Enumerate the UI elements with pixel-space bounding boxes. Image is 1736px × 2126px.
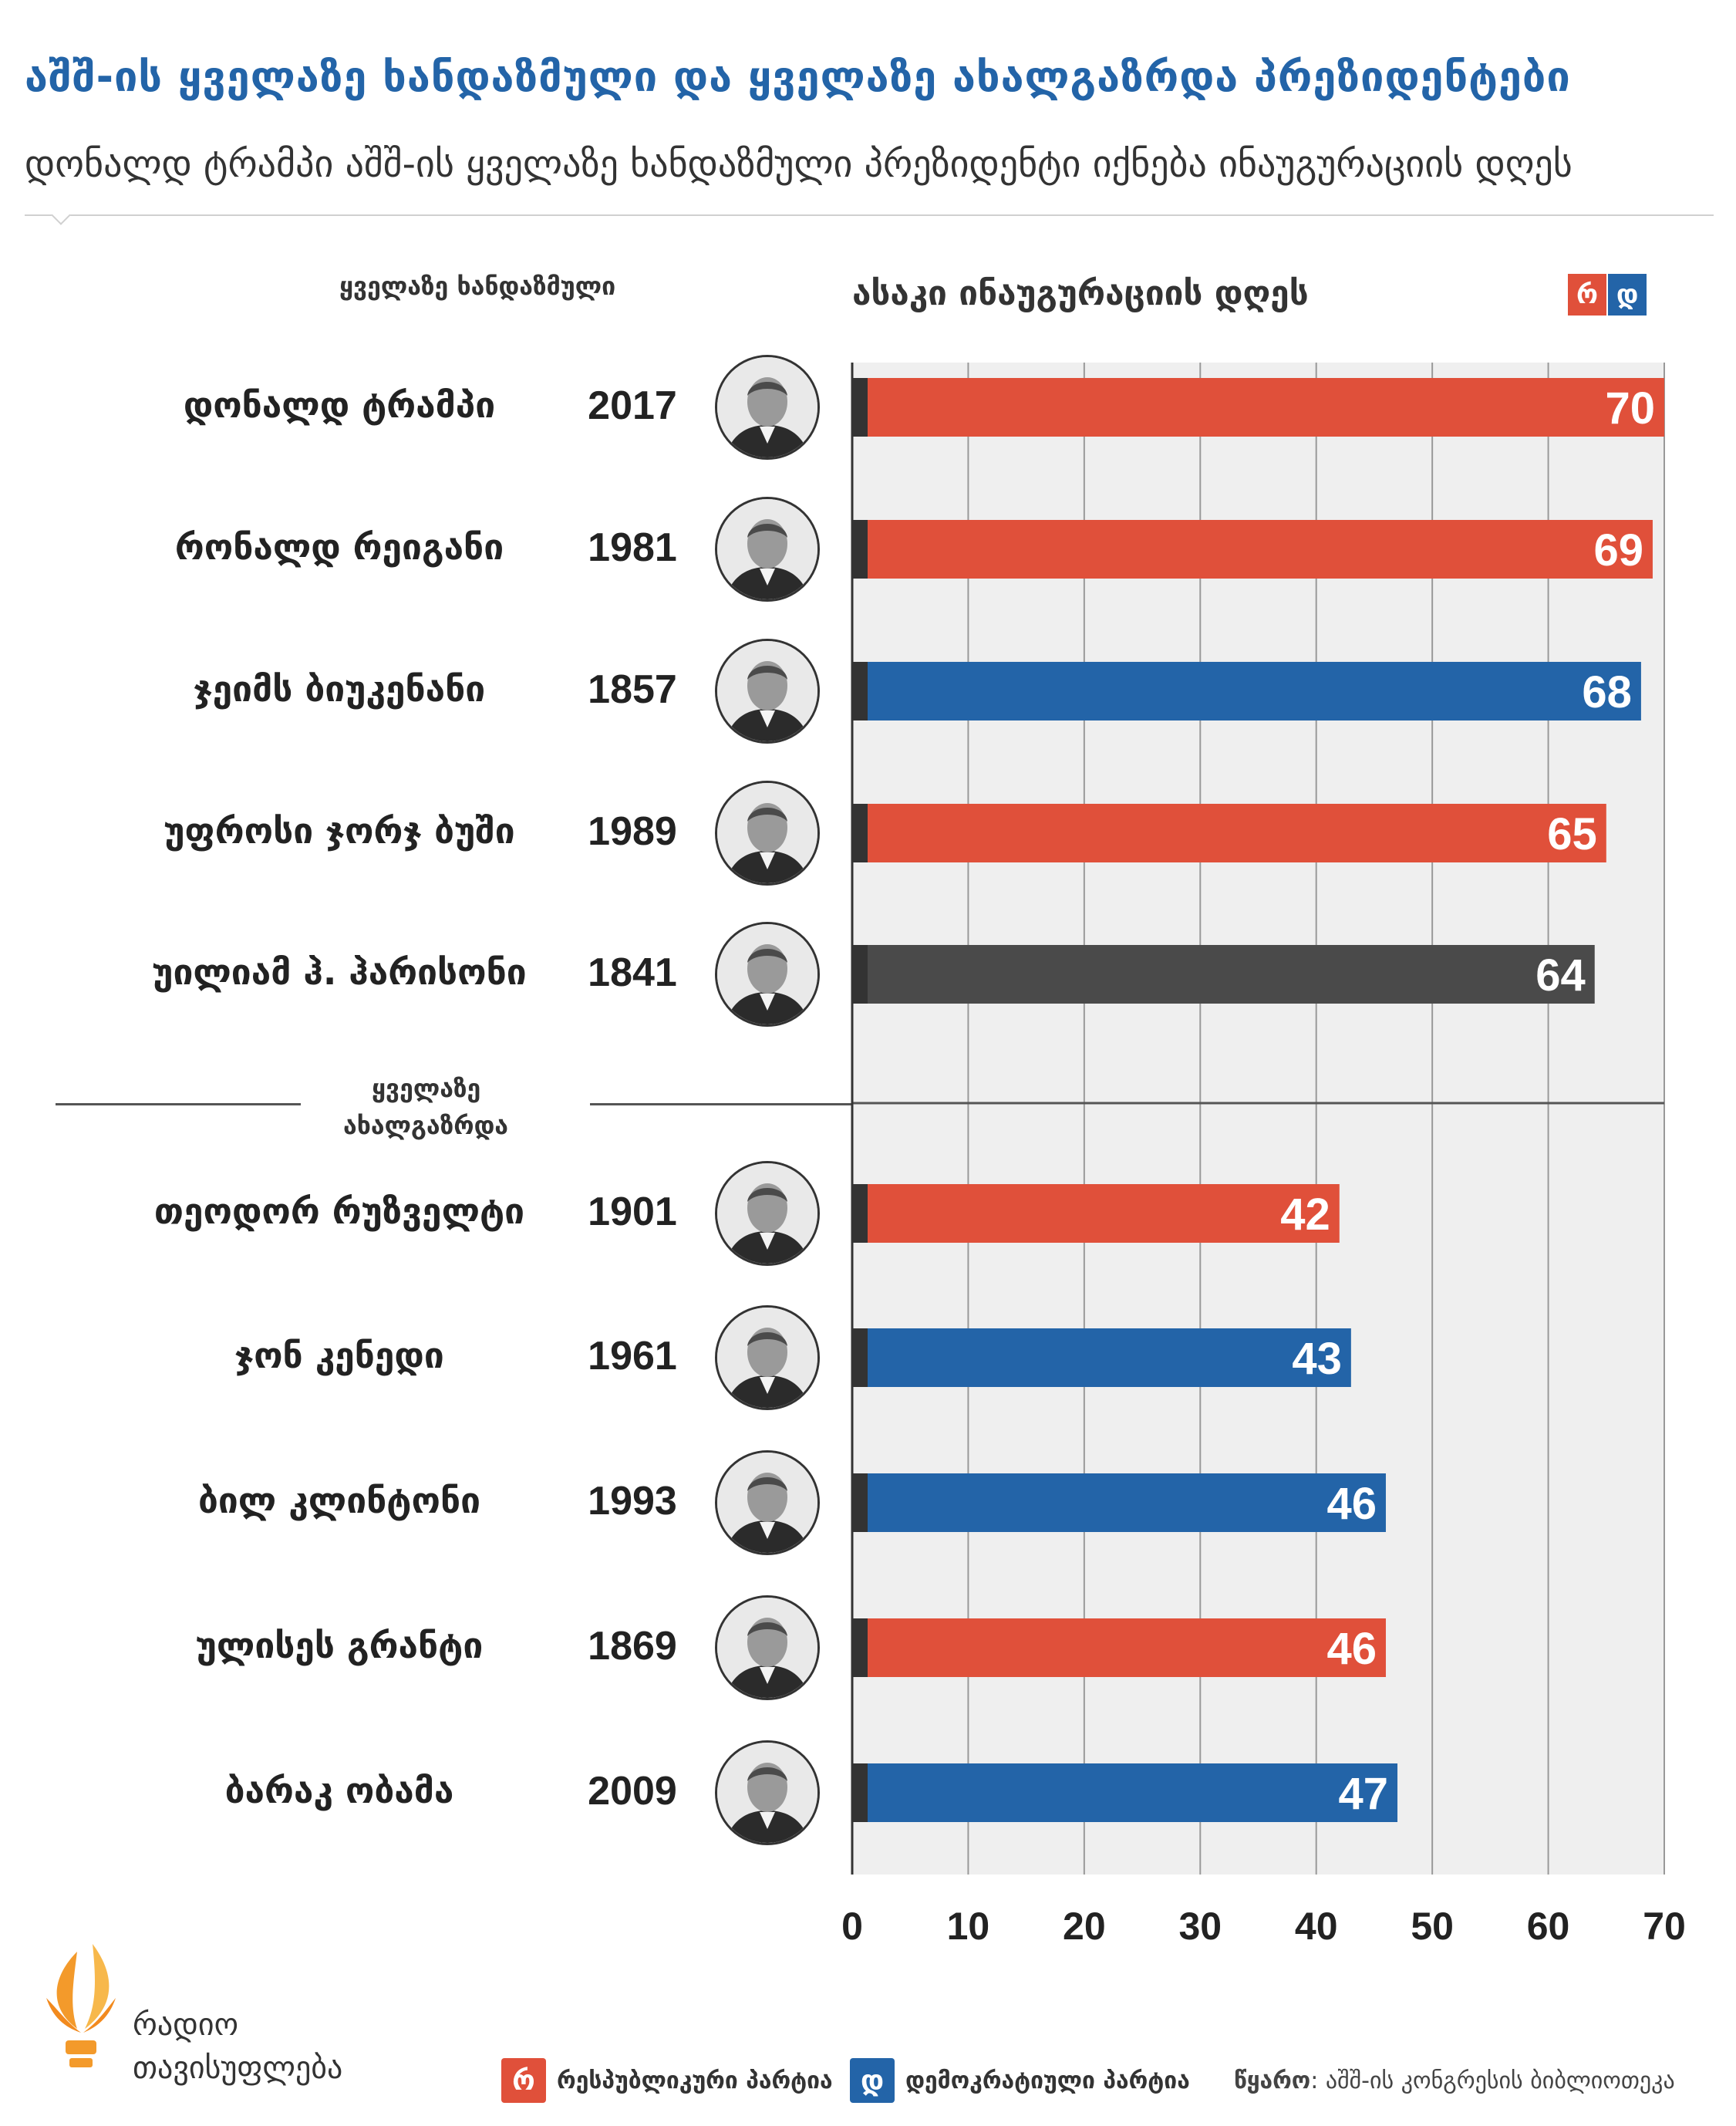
bar-value-label: 70 bbox=[1605, 383, 1655, 434]
bar-stub bbox=[852, 662, 868, 720]
president-name: დონალდ ტრამპი bbox=[183, 384, 496, 426]
bar-stub bbox=[852, 945, 868, 1004]
source-text: : აშშ-ის კონგრესის ბიბლიოთეკა bbox=[1310, 2067, 1675, 2094]
legend-republican-square: რ bbox=[1568, 274, 1606, 316]
youngest-section-label-line2: ახალგაზრდა bbox=[343, 1111, 509, 1140]
obama-photo bbox=[715, 1740, 820, 1845]
bush-photo bbox=[715, 781, 820, 886]
bar-value-label: 69 bbox=[1593, 525, 1643, 575]
x-tick-label-0: 0 bbox=[841, 1905, 863, 1948]
bar-value-label: 64 bbox=[1535, 950, 1586, 1001]
radio-liberty-logo-icon bbox=[46, 1944, 116, 2067]
x-tick-label-10: 10 bbox=[947, 1905, 990, 1948]
inauguration-year: 2017 bbox=[588, 383, 677, 428]
inauguration-year: 1901 bbox=[588, 1190, 677, 1234]
bar-harrison bbox=[868, 945, 1595, 1004]
president-name: რონალდ რეიგანი bbox=[174, 526, 504, 568]
bar-value-label: 46 bbox=[1326, 1624, 1377, 1674]
bar-grant bbox=[868, 1618, 1386, 1677]
harrison-photo bbox=[715, 922, 820, 1027]
president-name: უფროსი ჯორჯ ბუში bbox=[163, 810, 515, 852]
bar-value-label: 42 bbox=[1280, 1190, 1330, 1240]
inauguration-year: 1981 bbox=[588, 525, 677, 570]
buchanan-photo bbox=[715, 639, 820, 744]
logo-text-line1: რადიო bbox=[133, 2007, 239, 2043]
president-name: ბარაკ ობამა bbox=[224, 1770, 454, 1811]
bar-value-label: 43 bbox=[1292, 1334, 1342, 1384]
bar-stub bbox=[852, 378, 868, 437]
oldest-section-label: ყველაზე ხანდაზმული bbox=[339, 272, 616, 301]
bar-value-label: 65 bbox=[1547, 809, 1597, 859]
page-subtitle: დონალდ ტრამპი აშშ-ის ყველაზე ხანდაზმული … bbox=[25, 143, 1573, 186]
bar-bush bbox=[868, 804, 1606, 862]
legend-democrat-square: დ bbox=[1608, 274, 1647, 316]
bar-value-label: 68 bbox=[1582, 667, 1632, 717]
inauguration-year: 1993 bbox=[588, 1479, 677, 1524]
bar-trump bbox=[868, 378, 1664, 437]
x-tick-label-40: 40 bbox=[1295, 1905, 1338, 1948]
youngest-section-label-line1: ყველაზე bbox=[372, 1074, 481, 1103]
bar-stub bbox=[852, 1184, 868, 1243]
inauguration-year: 1989 bbox=[588, 809, 677, 854]
president-name: ულისეს გრანტი bbox=[195, 1625, 484, 1666]
clinton-photo bbox=[715, 1450, 820, 1555]
president-name: ჯეიმს ბიუკენანი bbox=[193, 668, 486, 710]
bar-kennedy bbox=[868, 1328, 1351, 1387]
bar-stub bbox=[852, 1473, 868, 1532]
president-name: უილიამ ჰ. ჰარისონი bbox=[152, 951, 527, 993]
x-tick-label-70: 70 bbox=[1643, 1905, 1686, 1948]
roosevelt-photo bbox=[715, 1161, 820, 1266]
logo-text-line2: თავისუფლება bbox=[133, 2050, 343, 2086]
header-separator bbox=[25, 214, 1714, 216]
source-label: წყარო bbox=[1234, 2067, 1311, 2094]
section-divider-left bbox=[56, 1103, 301, 1105]
x-tick-label-50: 50 bbox=[1411, 1905, 1454, 1948]
bottom-legend-republican-square: რ bbox=[501, 2058, 546, 2103]
grant-photo bbox=[715, 1595, 820, 1700]
x-tick-label-30: 30 bbox=[1178, 1905, 1222, 1948]
source-note: წყარო: აშშ-ის კონგრესის ბიბლიოთეკა bbox=[1234, 2067, 1675, 2094]
x-tick-label-20: 20 bbox=[1063, 1905, 1106, 1948]
president-name: ბილ კლინტონი bbox=[197, 1480, 481, 1521]
inauguration-year: 1869 bbox=[588, 1624, 677, 1669]
president-name: ჯონ კენედი bbox=[234, 1335, 444, 1376]
inauguration-year: 2009 bbox=[588, 1769, 677, 1814]
page-title: აშშ-ის ყველაზე ხანდაზმული და ყველაზე ახა… bbox=[25, 52, 1571, 101]
bar-roosevelt bbox=[868, 1184, 1340, 1243]
bar-obama bbox=[868, 1763, 1398, 1822]
president-name: თეოდორ რუზველტი bbox=[153, 1190, 525, 1232]
bar-stub bbox=[852, 1328, 868, 1387]
bar-value-label: 47 bbox=[1338, 1769, 1388, 1819]
x-tick-label-60: 60 bbox=[1527, 1905, 1570, 1948]
bottom-legend-democrat-square: დ bbox=[850, 2058, 895, 2103]
kennedy-photo bbox=[715, 1305, 820, 1410]
bar-value-label: 46 bbox=[1326, 1479, 1377, 1529]
bar-reagan bbox=[868, 520, 1653, 579]
bar-buchanan bbox=[868, 662, 1641, 720]
inauguration-year: 1857 bbox=[588, 667, 677, 712]
x-axis-title: ასაკი ინაუგურაციის დღეს bbox=[852, 274, 1309, 313]
bar-clinton bbox=[868, 1473, 1386, 1532]
trump-photo bbox=[715, 355, 820, 460]
bar-stub bbox=[852, 1763, 868, 1822]
bar-stub bbox=[852, 520, 868, 579]
inauguration-year: 1961 bbox=[588, 1334, 677, 1379]
bottom-legend-republican-label: რესპუბლიკური პარტია bbox=[557, 2067, 833, 2094]
bar-stub bbox=[852, 1618, 868, 1677]
bar-stub bbox=[852, 804, 868, 862]
inauguration-year: 1841 bbox=[588, 950, 677, 995]
bottom-legend-democrat-label: დემოკრატიული პარტია bbox=[905, 2067, 1190, 2094]
reagan-photo bbox=[715, 497, 820, 602]
